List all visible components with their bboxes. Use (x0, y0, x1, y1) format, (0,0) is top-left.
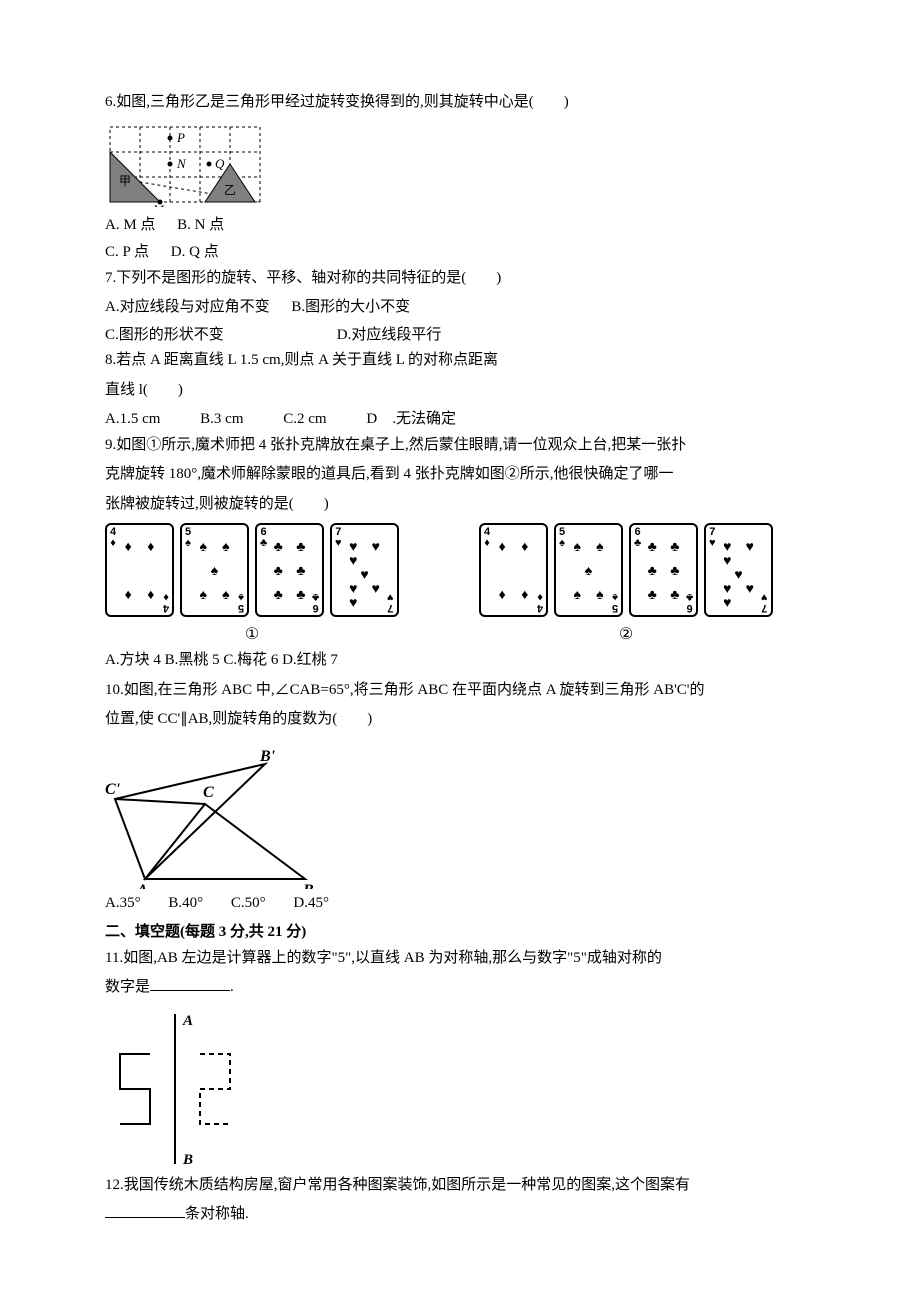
q11-figure: A B (105, 1009, 815, 1169)
q11-blank (150, 975, 230, 991)
label-N: N (176, 156, 187, 171)
playing-card: 5♠♠♠♠♠♠5♠ (554, 523, 623, 617)
q6-opt-c: C. P 点 (105, 240, 149, 266)
q6-opt-b: B. N 点 (177, 213, 224, 239)
label-C: C (203, 784, 214, 801)
q6-options-row2: C. P 点 D. Q 点 (105, 240, 815, 266)
q7-opt-b: B.图形的大小不变 (291, 295, 410, 321)
q8-options: A.1.5 cm B.3 cm C.2 cm D .无法确定 (105, 407, 815, 433)
question-8-line2: 直线 l( ) (105, 378, 815, 404)
q9-cards-figure: 4♦♦♦♦♦4♦5♠♠♠♠♠♠5♠6♣♣♣♣♣♣♣6♣7♥♥♥♥♥♥♥♥7♥ ①… (105, 523, 815, 648)
label-Cprime: C' (105, 781, 121, 798)
q10-line2: 位置,使 CC'∥AB,则旋转角的度数为( ) (105, 707, 815, 733)
q10-options: A.35° B.40° C.50° D.45° (105, 891, 815, 917)
label-Bprime: B' (259, 748, 276, 765)
label-Q: Q (215, 156, 225, 171)
label-jia: 甲 (119, 174, 131, 188)
playing-card: 4♦♦♦♦♦4♦ (479, 523, 548, 617)
q7-opt-a: A.对应线段与对应角不变 (105, 295, 270, 321)
playing-card: 5♠♠♠♠♠♠5♠ (180, 523, 249, 617)
q10-opt-c: C.50° (231, 891, 266, 917)
cards-group-2: 4♦♦♦♦♦4♦5♠♠♠♠♠♠5♠6♣♣♣♣♣♣♣6♣7♥♥♥♥♥♥♥♥7♥ ② (479, 523, 773, 648)
playing-card: 7♥♥♥♥♥♥♥♥7♥ (704, 523, 773, 617)
q8-opt-b: B.3 cm (200, 407, 243, 433)
label-B: B (302, 882, 314, 889)
label-P: P (176, 130, 185, 145)
q8-opt-a: A.1.5 cm (105, 407, 160, 433)
q6-figure: P N Q M 甲 乙 (105, 122, 815, 207)
q6-opt-d: D. Q 点 (171, 240, 219, 266)
label-A-axis: A (182, 1013, 193, 1029)
q12-blank (105, 1202, 185, 1218)
q9-line2: 克牌旋转 180°,魔术师解除蒙眼的道具后,看到 4 张扑克牌如图②所示,他很快… (105, 462, 815, 488)
q6-text: 6.如图,三角形乙是三角形甲经过旋转变换得到的,则其旋转中心是( ) (105, 90, 815, 116)
label-yi: 乙 (224, 183, 236, 197)
label-A: A (136, 882, 148, 889)
group-1-label: ① (245, 621, 259, 648)
playing-card: 4♦♦♦♦♦4♦ (105, 523, 174, 617)
label-B-axis: B (182, 1152, 193, 1168)
q10-figure: B' C' C A B (105, 739, 815, 889)
q10-opt-d: D.45° (293, 891, 329, 917)
q9-line1: 9.如图①所示,魔术师把 4 张扑克牌放在桌子上,然后蒙住眼睛,请一位观众上台,… (105, 433, 815, 459)
q12-line2: 条对称轴. (105, 1202, 815, 1228)
q10-opt-a: A.35° (105, 891, 141, 917)
label-M: M (152, 202, 165, 207)
group-2-label: ② (619, 621, 633, 648)
section-2-heading: 二、填空题(每题 3 分,共 21 分) (105, 920, 815, 946)
q10-opt-b: B.40° (168, 891, 203, 917)
q10-line1: 10.如图,在三角形 ABC 中,∠CAB=65°,将三角形 ABC 在平面内绕… (105, 678, 815, 704)
q7-options-row1: A.对应线段与对应角不变 B.图形的大小不变 (105, 295, 815, 321)
q6-opt-a: A. M 点 (105, 213, 155, 239)
playing-card: 6♣♣♣♣♣♣♣6♣ (255, 523, 324, 617)
q7-options-row2: C.图形的形状不变 D.对应线段平行 (105, 323, 815, 349)
q7-opt-d: D.对应线段平行 (337, 323, 442, 349)
question-8-line1: 8.若点 A 距离直线 L 1.5 cm,则点 A 关于直线 L 的对称点距离 (105, 348, 815, 374)
q9-line3: 张牌被旋转过,则被旋转的是( ) (105, 492, 815, 518)
q9-options: A.方块 4 B.黑桃 5 C.梅花 6 D.红桃 7 (105, 648, 815, 674)
q6-options-row1: A. M 点 B. N 点 (105, 213, 815, 239)
cards-group-1: 4♦♦♦♦♦4♦5♠♠♠♠♠♠5♠6♣♣♣♣♣♣♣6♣7♥♥♥♥♥♥♥♥7♥ ① (105, 523, 399, 648)
playing-card: 7♥♥♥♥♥♥♥♥7♥ (330, 523, 399, 617)
q11-line2: 数字是. (105, 975, 815, 1001)
q7-opt-c: C.图形的形状不变 (105, 323, 315, 349)
q8-opt-c: C.2 cm (283, 407, 326, 433)
q8-opt-d: D .无法确定 (366, 407, 456, 433)
q12-line1: 12.我国传统木质结构房屋,窗户常用各种图案装饰,如图所示是一种常见的图案,这个… (105, 1173, 815, 1199)
q11-line1: 11.如图,AB 左边是计算器上的数字"5",以直线 AB 为对称轴,那么与数字… (105, 946, 815, 972)
question-6: 6.如图,三角形乙是三角形甲经过旋转变换得到的,则其旋转中心是( ) (105, 90, 815, 116)
question-7: 7.下列不是图形的旋转、平移、轴对称的共同特征的是( ) (105, 266, 815, 292)
playing-card: 6♣♣♣♣♣♣♣6♣ (629, 523, 698, 617)
